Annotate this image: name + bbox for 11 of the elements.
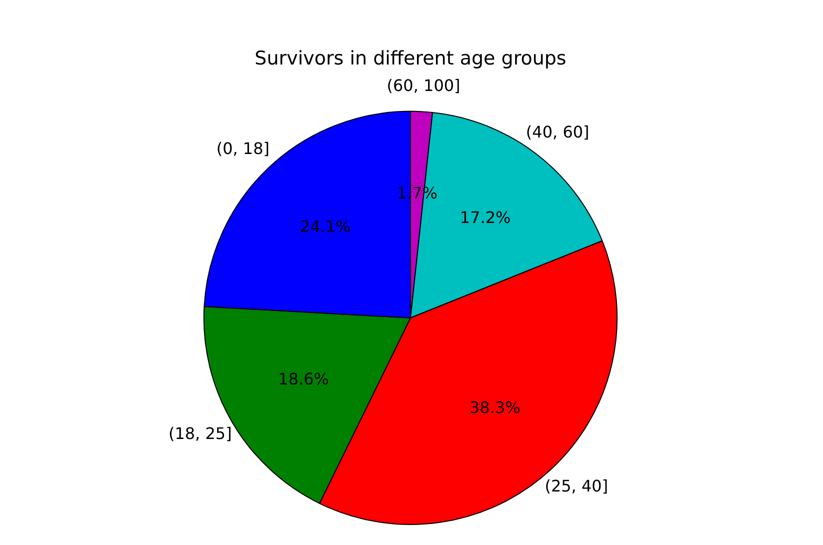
chart-title: Survivors in different age groups xyxy=(254,47,566,70)
data-label: 18.6% xyxy=(278,370,329,389)
slice-label: (18, 25] xyxy=(168,424,232,444)
data-label: 17.2% xyxy=(460,208,511,228)
slice-label: (25, 40] xyxy=(544,476,608,496)
data-label: 1.7% xyxy=(396,183,438,202)
slice-label: (40, 60] xyxy=(526,122,590,142)
slice-label: (60, 100] xyxy=(386,76,460,95)
slice-label: (0, 18] xyxy=(216,139,270,158)
data-label: 38.3% xyxy=(469,398,520,417)
data-label: 24.1% xyxy=(300,217,351,236)
